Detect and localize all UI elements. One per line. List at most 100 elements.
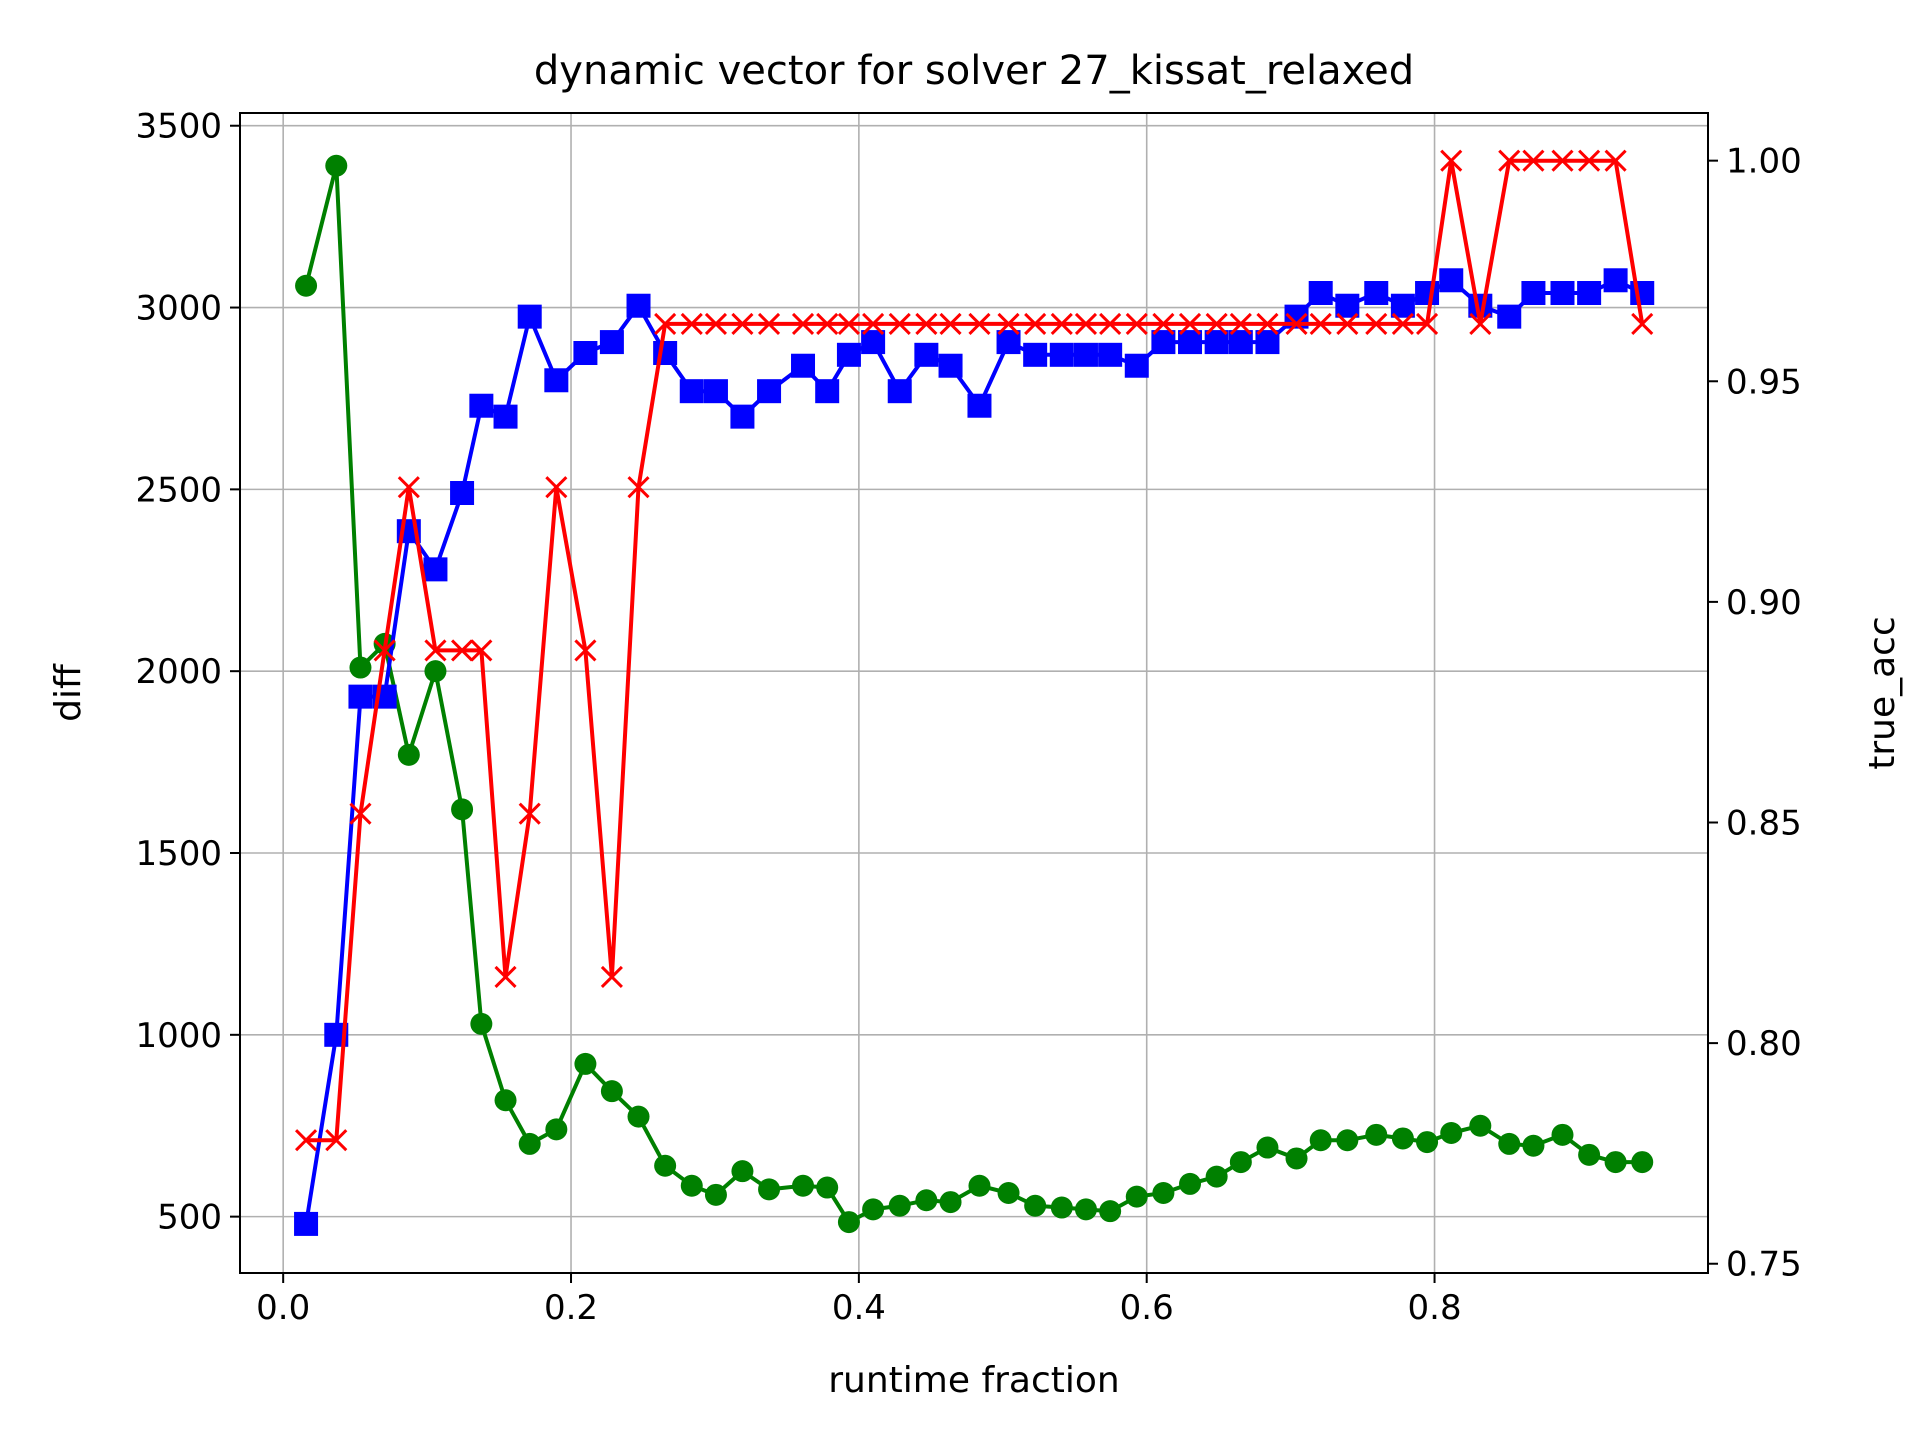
data-point-circle: [915, 1189, 938, 1212]
data-point-x: [494, 965, 517, 988]
data-point-circle: [1074, 1198, 1097, 1221]
data-point-square: [1390, 293, 1415, 318]
data-point-x: [862, 312, 885, 335]
data-point-square: [493, 404, 518, 429]
data-point-x: [451, 639, 474, 662]
data-point-x: [968, 312, 991, 335]
data-point-x: [1336, 312, 1359, 335]
data-point-x: [1205, 312, 1228, 335]
data-point-square: [1073, 342, 1098, 367]
data-point-x: [1309, 312, 1332, 335]
data-point-square: [730, 404, 755, 429]
data-point-square: [1439, 268, 1464, 293]
data-point-circle: [494, 1089, 517, 1112]
data-point-x: [424, 639, 447, 662]
data-point-square: [469, 393, 494, 418]
series-layer: [294, 149, 1655, 1236]
data-point-x: [837, 312, 860, 335]
data-point-square: [626, 293, 651, 318]
data-point-square: [703, 379, 728, 404]
data-point-x: [1631, 312, 1654, 335]
data-point-circle: [1631, 1151, 1654, 1174]
y-right-tick-label: 0.85: [1726, 804, 1802, 844]
data-point-x: [1498, 149, 1521, 172]
data-point-square: [1023, 342, 1048, 367]
data-point-square: [1415, 281, 1440, 305]
data-point-circle: [1469, 1114, 1492, 1137]
data-point-square: [1577, 281, 1602, 305]
y-right-tick-label: 0.75: [1726, 1245, 1802, 1285]
data-point-circle: [1050, 1196, 1073, 1219]
data-point-x: [1285, 312, 1308, 335]
data-point-circle: [1205, 1165, 1228, 1188]
data-point-square: [791, 353, 816, 378]
data-point-circle: [731, 1160, 754, 1183]
data-point-x: [1024, 312, 1047, 335]
data-point-circle: [816, 1176, 839, 1199]
data-point-square: [1364, 281, 1389, 305]
y-left-tick-label: 3000: [135, 289, 222, 329]
data-point-circle: [1024, 1194, 1047, 1217]
y-right-tick-label: 0.90: [1726, 583, 1802, 623]
data-point-circle: [1604, 1151, 1627, 1174]
y-axis-right-label: true_acc: [1862, 616, 1903, 770]
plot-frame: [239, 112, 1709, 1274]
data-point-square: [1550, 281, 1575, 305]
data-point-square: [1603, 268, 1628, 293]
data-point-circle: [1179, 1172, 1202, 1195]
data-point-x: [1604, 149, 1627, 172]
y-axis-left-label: diff: [48, 663, 89, 722]
data-point-circle: [424, 660, 447, 683]
data-point-circle: [1336, 1129, 1359, 1152]
data-point-x: [1099, 312, 1122, 335]
data-point-x: [1522, 149, 1545, 172]
data-point-circle: [968, 1174, 991, 1197]
data-point-x: [997, 312, 1020, 335]
data-point-circle: [574, 1052, 597, 1075]
data-point-x: [1440, 149, 1463, 172]
data-point-square: [1521, 281, 1546, 305]
data-point-square: [599, 330, 624, 355]
data-point-square: [517, 304, 542, 329]
data-point-circle: [1285, 1147, 1308, 1170]
data-point-circle: [704, 1183, 727, 1206]
data-point-x: [704, 312, 728, 335]
data-point-square: [914, 342, 939, 367]
data-point-x: [1391, 312, 1414, 335]
data-point-x: [1578, 149, 1601, 172]
data-point-x: [397, 476, 420, 499]
data-point-circle: [1125, 1185, 1148, 1208]
data-point-x: [1050, 312, 1073, 335]
data-point-circle: [1391, 1127, 1414, 1150]
series-line: [304, 163, 1643, 1225]
data-point-circle: [792, 1174, 815, 1197]
data-point-circle: [349, 656, 372, 679]
data-point-circle: [397, 743, 420, 766]
data-point-x: [1365, 312, 1388, 335]
data-point-x: [1256, 312, 1279, 335]
data-point-square: [1098, 342, 1123, 367]
data-point-square: [815, 379, 840, 404]
data-point-x: [757, 312, 781, 335]
data-point-x: [325, 1129, 348, 1152]
data-point-circle: [295, 274, 318, 297]
data-point-x: [731, 312, 754, 335]
data-point-circle: [1416, 1131, 1439, 1154]
x-tick-label: 0.4: [832, 1288, 886, 1328]
data-point-square: [348, 684, 373, 709]
y-right-tick-label: 0.95: [1726, 362, 1802, 402]
series-line: [306, 158, 1645, 1143]
data-point-circle: [837, 1211, 860, 1234]
data-point-circle: [1440, 1122, 1463, 1144]
data-point-circle: [654, 1154, 677, 1177]
x-axis-label: runtime fraction: [828, 1360, 1120, 1401]
data-point-x: [373, 639, 396, 662]
x-tick-label: 0.6: [1120, 1288, 1174, 1328]
data-point-circle: [325, 154, 348, 177]
data-point-square: [294, 1211, 319, 1236]
data-point-square: [679, 379, 704, 404]
square-series: [294, 268, 1655, 1236]
data-point-square: [887, 379, 912, 404]
data-point-circle: [1551, 1123, 1574, 1146]
